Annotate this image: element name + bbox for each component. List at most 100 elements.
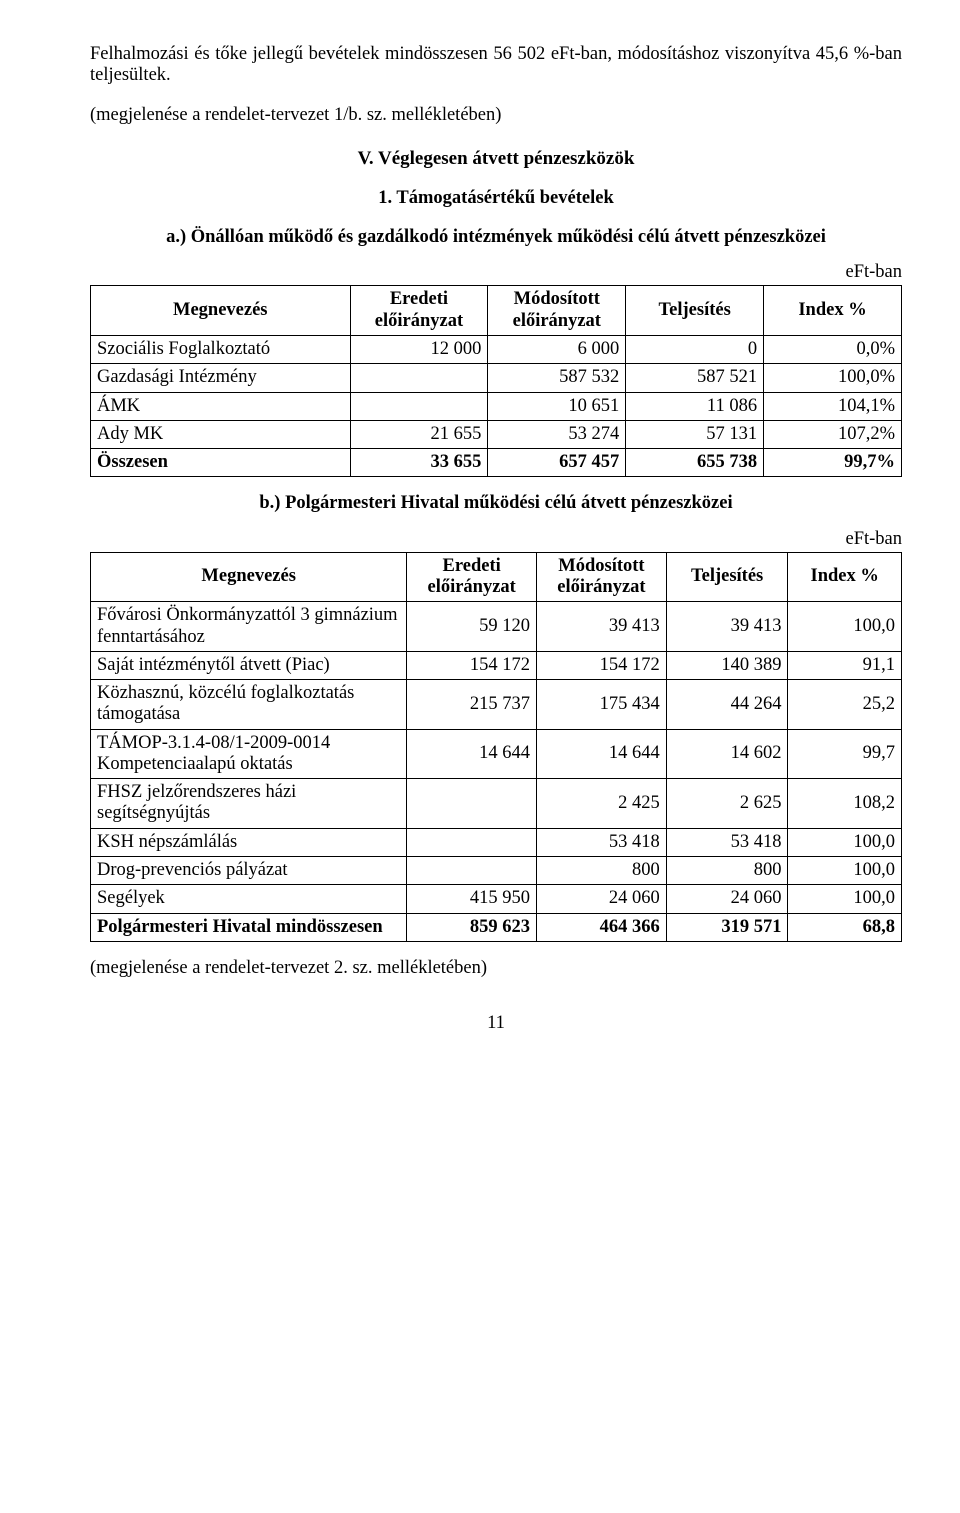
row-value: 154 172 [407,651,537,679]
row-value: 107,2% [764,420,902,448]
row-label: Polgármesteri Hivatal mindösszesen [91,913,407,941]
col-megnevezes: Megnevezés [91,286,351,336]
row-value: 91,1 [788,651,902,679]
closing-paragraph: (megjelenése a rendelet-tervezet 2. sz. … [90,958,902,979]
table-row: Polgármesteri Hivatal mindösszesen859 62… [91,913,902,941]
col-modositott: Módosított előirányzat [537,552,667,602]
row-label: Összesen [91,449,351,477]
table-row: Drog-prevenciós pályázat800800100,0 [91,857,902,885]
row-label: Saját intézménytől átvett (Piac) [91,651,407,679]
table-row: Segélyek415 95024 06024 060100,0 [91,885,902,913]
row-value: 14 602 [666,729,788,779]
table-a: Megnevezés Eredeti előirányzat Módosítot… [90,285,902,477]
subsection-b: b.) Polgármesteri Hivatal működési célú … [90,493,902,514]
table-row: TÁMOP-3.1.4-08/1-2009-0014 Kompetenciaal… [91,729,902,779]
table-a-header-row: Megnevezés Eredeti előirányzat Módosítot… [91,286,902,336]
row-value: 657 457 [488,449,626,477]
row-value: 319 571 [666,913,788,941]
row-value: 100,0 [788,828,902,856]
row-value: 100,0 [788,857,902,885]
row-label: KSH népszámlálás [91,828,407,856]
table-row: Szociális Foglalkoztató12 0006 00000,0% [91,335,902,363]
row-value: 25,2 [788,680,902,730]
row-label: Segélyek [91,885,407,913]
row-value: 587 521 [626,364,764,392]
row-value: 14 644 [537,729,667,779]
row-label: Gazdasági Intézmény [91,364,351,392]
row-value: 215 737 [407,680,537,730]
row-value: 100,0 [788,885,902,913]
row-value: 57 131 [626,420,764,448]
table-a-body: Szociális Foglalkoztató12 0006 00000,0%G… [91,335,902,476]
row-value: 99,7 [788,729,902,779]
intro-paragraph-2: (megjelenése a rendelet-tervezet 1/b. sz… [90,105,902,126]
col-index: Index % [788,552,902,602]
col-modositott: Módosított előirányzat [488,286,626,336]
table-row: ÁMK10 65111 086104,1% [91,392,902,420]
row-value: 100,0 [788,602,902,652]
row-value: 175 434 [537,680,667,730]
table-b: Megnevezés Eredeti előirányzat Módosítot… [90,552,902,942]
row-label: Drog-prevenciós pályázat [91,857,407,885]
subsection-1: 1. Támogatásértékű bevételek [90,188,902,209]
row-value: 800 [537,857,667,885]
table-row: Saját intézménytől átvett (Piac)154 172 1… [91,651,902,679]
row-value: 39 413 [666,602,788,652]
row-value: 800 [666,857,788,885]
row-value: 39 413 [537,602,667,652]
row-label: Szociális Foglalkoztató [91,335,351,363]
row-value: 68,8 [788,913,902,941]
row-value: 33 655 [350,449,488,477]
row-value: 14 644 [407,729,537,779]
row-value: 104,1% [764,392,902,420]
row-value: 53 274 [488,420,626,448]
row-value: 140 389 [666,651,788,679]
table-b-body: Fővárosi Önkormányzattól 3 gimnázium fen… [91,602,902,941]
row-value [350,392,488,420]
row-label: ÁMK [91,392,351,420]
row-value: 415 950 [407,885,537,913]
page-number: 11 [90,1013,902,1034]
row-value [407,828,537,856]
section-v-title: V. Véglegesen átvett pénzeszközök [90,148,902,170]
row-label: Ady MK [91,420,351,448]
row-value: 859 623 [407,913,537,941]
table-row: KSH népszámlálás53 41853 418100,0 [91,828,902,856]
row-value: 587 532 [488,364,626,392]
row-value: 0 [626,335,764,363]
row-value: 24 060 [666,885,788,913]
row-value: 12 000 [350,335,488,363]
row-value [407,779,537,829]
table-b-header-row: Megnevezés Eredeti előirányzat Módosítot… [91,552,902,602]
row-value: 464 366 [537,913,667,941]
table-row: Fővárosi Önkormányzattól 3 gimnázium fen… [91,602,902,652]
col-eredeti: Eredeti előirányzat [407,552,537,602]
row-value [350,364,488,392]
table-row: Közhasznú, közcélú foglalkoztatás támoga… [91,680,902,730]
row-value: 655 738 [626,449,764,477]
row-value: 59 120 [407,602,537,652]
row-value: 108,2 [788,779,902,829]
col-megnevezes: Megnevezés [91,552,407,602]
row-value: 10 651 [488,392,626,420]
row-label: Fővárosi Önkormányzattól 3 gimnázium fen… [91,602,407,652]
table-row: FHSZ jelzőrendszeres házi segítségnyújtá… [91,779,902,829]
col-teljesites: Teljesítés [666,552,788,602]
col-teljesites: Teljesítés [626,286,764,336]
unit-label-a: eFt-ban [90,262,902,283]
unit-label-b: eFt-ban [90,529,902,550]
row-value: 24 060 [537,885,667,913]
table-row: Gazdasági Intézmény 587 532587 521100,0% [91,364,902,392]
row-value: 99,7% [764,449,902,477]
col-eredeti: Eredeti előirányzat [350,286,488,336]
row-value: 100,0% [764,364,902,392]
row-value: 21 655 [350,420,488,448]
intro-paragraph-1: Felhalmozási és tőke jellegű bevételek m… [90,44,902,87]
row-value: 2 425 [537,779,667,829]
row-value: 53 418 [666,828,788,856]
row-value: 2 625 [666,779,788,829]
table-row: Ady MK21 65553 27457 131107,2% [91,420,902,448]
row-value: 53 418 [537,828,667,856]
row-value: 6 000 [488,335,626,363]
row-label: FHSZ jelzőrendszeres házi segítségnyújtá… [91,779,407,829]
